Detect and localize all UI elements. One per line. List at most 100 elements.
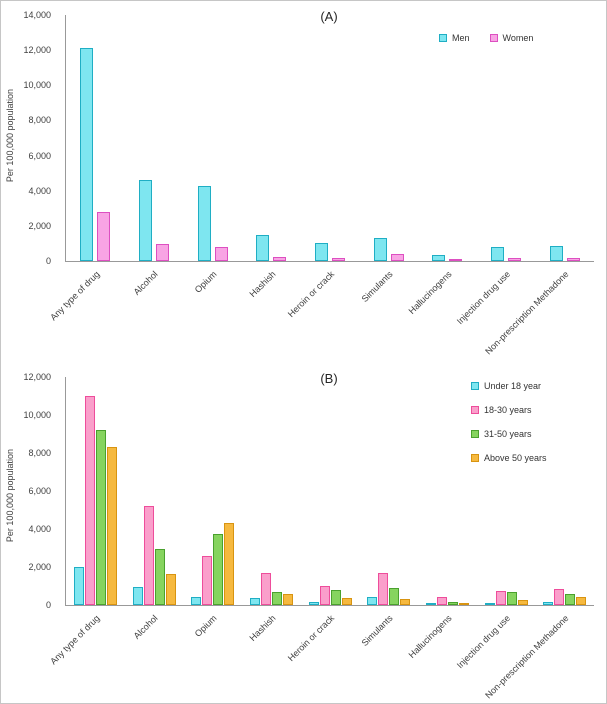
bar-31-50-years-hallucinogens (447, 602, 458, 605)
bar-men-heroin-or-crack (315, 243, 328, 261)
x-category-label: Hashish (247, 269, 278, 300)
legend-item-men: Men (439, 33, 470, 43)
bar-31-50-years-opium (213, 534, 224, 605)
bar-women-simulants (390, 254, 404, 261)
bar-men-alcohol (139, 180, 152, 261)
bar-31-50-years-injection-drug-use (506, 592, 517, 605)
legend-swatch-men (439, 34, 447, 42)
y-tick-label: 12,000 (23, 45, 51, 56)
bar-18-30-years-hallucinogens (436, 597, 447, 605)
panel-b-label: (B) (320, 371, 338, 386)
bar-above-50-years-simulants (400, 599, 411, 605)
bar-men-simulants (373, 238, 387, 261)
bar-above-50-years-any-type-of-drug (106, 447, 117, 605)
x-category-label: Hashish (247, 613, 278, 644)
bar-under-18-year-heroin-or-crack (308, 602, 319, 605)
bar-above-50-years-heroin-or-crack (341, 598, 352, 605)
bar-women-opium (214, 247, 228, 261)
legend-item-18-30-years: 18-30 years (471, 405, 547, 415)
bar-women-non-prescription-methadone (566, 258, 580, 261)
legend-label: 18-30 years (484, 405, 532, 415)
legend-item-above-50-years: Above 50 years (471, 453, 547, 463)
bar-above-50-years-hashish (282, 594, 293, 605)
bar-31-50-years-alcohol (154, 549, 165, 605)
y-tick-label: 10,000 (23, 80, 51, 91)
bar-women-hashish (273, 257, 287, 261)
bar-under-18-year-hashish (249, 598, 260, 605)
bar-31-50-years-any-type-of-drug (95, 430, 106, 605)
bar-18-30-years-injection-drug-use (495, 591, 506, 605)
y-tick-label: 2,000 (28, 562, 51, 572)
bar-men-non-prescription-methadone (549, 246, 563, 261)
y-tick-label: 4,000 (28, 524, 51, 534)
x-category-label: Opium (192, 269, 219, 295)
bar-women-injection-drug-use (508, 258, 521, 261)
bar-under-18-year-non-prescription-methadone (543, 602, 554, 605)
bar-31-50-years-simulants (389, 588, 400, 605)
legend-item-under-18-year: Under 18 year (471, 381, 547, 391)
bar-under-18-year-simulants (367, 597, 378, 605)
legend-label: Women (502, 33, 534, 43)
bar-18-30-years-hashish (260, 573, 271, 605)
bar-31-50-years-non-prescription-methadone (565, 594, 576, 605)
bar-under-18-year-any-type-of-drug (73, 567, 84, 605)
x-category-label: Any type of drug (47, 613, 102, 667)
panel-a: Per 100,000 population (A) 0 2,000 4,000 6,… (1, 7, 606, 359)
bar-men-injection-drug-use (491, 247, 504, 261)
bar-18-30-years-alcohol (143, 506, 154, 605)
y-tick-label: 2,000 (28, 220, 51, 231)
bar-18-30-years-heroin-or-crack (319, 586, 330, 605)
legend-label: Under 18 year (484, 381, 542, 391)
legend-a: Men Women (439, 33, 533, 43)
y-tick-label: 12,000 (23, 372, 51, 382)
plot-area-a (65, 15, 594, 262)
bar-women-hallucinogens (449, 259, 463, 261)
x-category-label: Simulants (359, 269, 395, 305)
bar-31-50-years-hashish (271, 592, 282, 605)
bar-above-50-years-hallucinogens (458, 603, 469, 605)
legend-label: 31-50 years (484, 429, 532, 439)
bar-18-30-years-simulants (378, 573, 389, 605)
x-category-label: Hallucinogens (406, 613, 454, 661)
bar-above-50-years-alcohol (165, 574, 176, 605)
plot-area-b (65, 377, 594, 606)
bar-women-heroin-or-crack (332, 258, 345, 261)
x-category-label: Hallucinogens (406, 269, 454, 317)
y-axis-ticks-b: 0 2,000 4,000 6,000 8,000 10,000 12,000 (1, 372, 59, 610)
x-axis-labels-b: Any type of drug Alcohol Opium Hashish Heroi… (48, 609, 593, 703)
y-tick-label: 4,000 (28, 185, 51, 196)
legend-label: Above 50 years (484, 453, 547, 463)
y-axis-ticks-a: 0 2,000 4,000 6,000 8,000 10,000 12,000 14,000 (1, 10, 59, 266)
bar-women-any-type-of-drug (97, 212, 111, 261)
bar-men-hallucinogens (432, 255, 446, 261)
legend-swatch-women (489, 34, 498, 42)
bar-under-18-year-opium (191, 597, 202, 605)
x-category-label: Injection drug use (454, 269, 513, 327)
legend-swatch-above-50-years (471, 454, 479, 462)
y-tick-label: 8,000 (28, 448, 51, 458)
bar-above-50-years-injection-drug-use (517, 600, 528, 605)
x-category-label: Injection drug use (454, 613, 513, 671)
bar-under-18-year-hallucinogens (425, 603, 436, 605)
y-tick-label: 6,000 (28, 150, 51, 161)
bar-women-alcohol (156, 244, 169, 261)
bar-18-30-years-any-type-of-drug (84, 396, 95, 605)
legend-swatch-18-30-years (471, 406, 479, 414)
legend-item-31-50-years: 31-50 years (471, 429, 547, 439)
legend-swatch-31-50-years (471, 430, 479, 438)
legend-swatch-under-18-year (471, 382, 479, 390)
x-category-label: Alcohol (132, 613, 161, 641)
bar-under-18-year-injection-drug-use (484, 603, 495, 605)
legend-b: Under 18 year 18-30 years 31-50 years Above… (471, 381, 547, 463)
bar-men-any-type-of-drug (80, 48, 94, 261)
x-category-label: Simulants (359, 613, 395, 649)
x-category-label: Any type of drug (47, 269, 102, 323)
bar-men-opium (197, 186, 211, 261)
y-tick-label: 0 (45, 600, 51, 610)
bar-31-50-years-heroin-or-crack (330, 590, 341, 605)
legend-label: Men (452, 33, 470, 43)
legend-item-women: Women (489, 33, 534, 43)
bar-men-hashish (256, 235, 270, 261)
y-tick-label: 10,000 (23, 410, 51, 420)
